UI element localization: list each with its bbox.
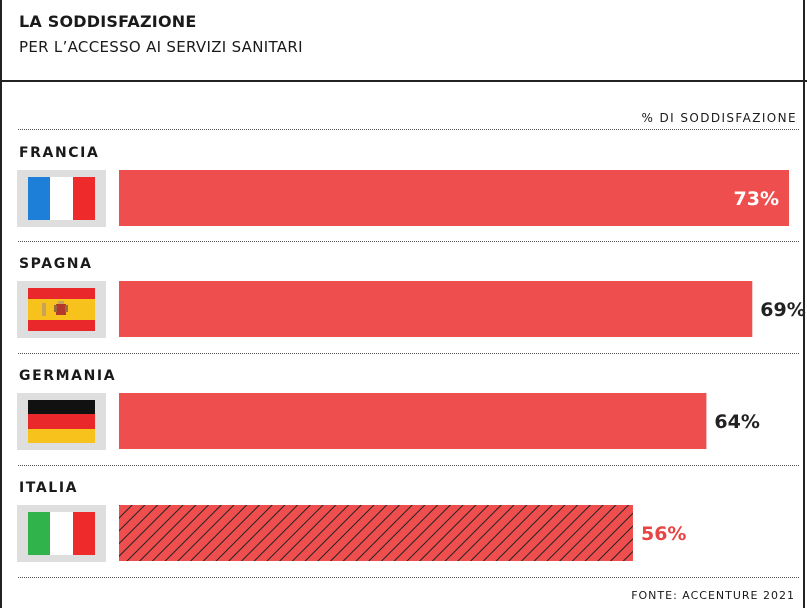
value-label-italia: 56%	[641, 523, 686, 545]
source-label: FONTE: ACCENTURE 2021	[631, 589, 795, 602]
country-label-francia: FRANCIA	[19, 145, 100, 161]
country-label-italia: ITALIA	[19, 480, 79, 496]
flag-box-italia	[17, 505, 106, 562]
flag-box-germania	[17, 393, 106, 450]
flag-box-spagna	[17, 281, 106, 338]
divider	[18, 241, 799, 242]
bar-francia	[119, 170, 789, 226]
italy-flag-icon	[28, 512, 95, 555]
country-label-spagna: SPAGNA	[19, 256, 93, 272]
country-label-germania: GERMANIA	[19, 368, 117, 384]
value-label-francia: 73%	[734, 188, 779, 210]
divider	[18, 129, 799, 130]
france-flag-icon	[28, 177, 95, 220]
bar-italia	[119, 505, 633, 561]
germany-flag-icon	[28, 400, 95, 443]
value-label-germania: 64%	[714, 411, 759, 433]
chart-header: LA SODDISFAZIONE PER L’ACCESSO AI SERVIZ…	[0, 0, 807, 82]
divider	[18, 577, 799, 578]
chart-subtitle: PER L’ACCESSO AI SERVIZI SANITARI	[19, 38, 303, 56]
bar-spagna	[119, 281, 753, 337]
spain-flag-icon	[28, 288, 95, 331]
chart-title: LA SODDISFAZIONE	[19, 12, 197, 31]
divider	[18, 353, 799, 354]
bar-germania	[119, 393, 707, 449]
value-label-spagna: 69%	[760, 299, 805, 321]
divider	[18, 465, 799, 466]
flag-box-francia	[17, 170, 106, 227]
unit-label: % DI SODDISFAZIONE	[641, 111, 797, 125]
